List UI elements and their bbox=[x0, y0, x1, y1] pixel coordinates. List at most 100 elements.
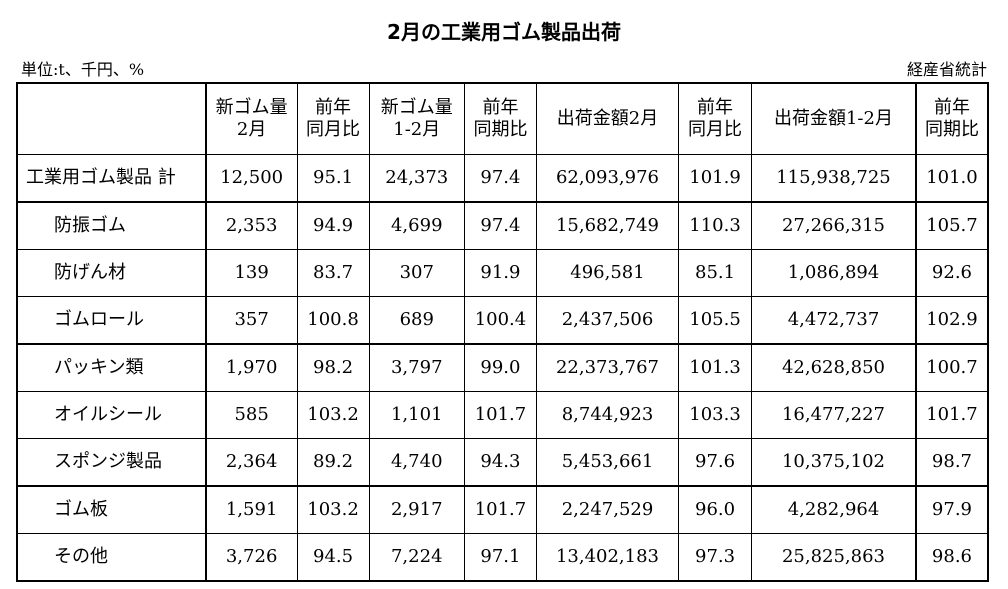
table-cell: 100.8 bbox=[296, 296, 370, 345]
table-cell: 97.3 bbox=[678, 533, 753, 582]
table-cell: 103.2 bbox=[296, 391, 370, 439]
header-cell: 新ゴム量 2月 bbox=[205, 82, 298, 155]
table-cell: 97.4 bbox=[463, 201, 537, 250]
table-cell: 98.2 bbox=[296, 343, 370, 392]
table-row: ゴム板 1,591 103.2 2,917 101.7 2,247,529 96.0 4,28… bbox=[16, 485, 989, 534]
row-label: 工業用ゴム製品 計 bbox=[16, 154, 207, 203]
header-cell: 前年 同期比 bbox=[463, 82, 537, 155]
table-cell: 1,101 bbox=[368, 391, 465, 439]
table-row: その他 3,726 94.5 7,224 97.1 13,402,183 97.3 25,82… bbox=[16, 533, 989, 582]
table-cell: 101.7 bbox=[463, 391, 537, 439]
unit-label: 単位:t、千円、% bbox=[21, 60, 145, 79]
row-label: 防げん材 bbox=[16, 249, 207, 297]
table-cell: 91.9 bbox=[463, 249, 537, 297]
table-cell: 10,375,102 bbox=[751, 438, 917, 487]
table-cell: 97.6 bbox=[678, 438, 753, 487]
row-label: スポンジ製品 bbox=[16, 438, 207, 487]
table-cell: 4,282,964 bbox=[751, 485, 917, 534]
table-cell: 94.3 bbox=[463, 438, 537, 487]
table-cell: 4,699 bbox=[368, 201, 465, 250]
table-cell: 42,628,850 bbox=[751, 343, 917, 392]
table-cell: 100.4 bbox=[463, 296, 537, 345]
table-cell: 83.7 bbox=[296, 249, 370, 297]
header-cell: 新ゴム量 1-2月 bbox=[368, 82, 465, 155]
table-cell: 3,797 bbox=[368, 343, 465, 392]
table-cell: 103.2 bbox=[296, 485, 370, 534]
page-title: 2月の工業用ゴム製品出荷 bbox=[387, 20, 621, 44]
table-body: 工業用ゴム製品 計 12,500 95.1 24,373 97.4 62,093,976 1… bbox=[16, 154, 989, 582]
row-label: 防振ゴム bbox=[16, 201, 207, 250]
table-cell: 101.7 bbox=[463, 485, 537, 534]
table-cell: 4,740 bbox=[368, 438, 465, 487]
table-cell: 22,373,767 bbox=[535, 343, 680, 392]
table-cell: 102.9 bbox=[915, 296, 989, 345]
table-cell: 2,364 bbox=[205, 438, 298, 487]
row-label: その他 bbox=[16, 533, 207, 582]
table-cell: 3,726 bbox=[205, 533, 298, 582]
table-cell: 99.0 bbox=[463, 343, 537, 392]
table-row: スポンジ製品 2,364 89.2 4,740 94.3 5,453,661 97.6 10,… bbox=[16, 438, 989, 487]
table-cell: 115,938,725 bbox=[751, 154, 917, 203]
table-cell: 357 bbox=[205, 296, 298, 345]
table-cell: 97.4 bbox=[463, 154, 537, 203]
table-cell: 25,825,863 bbox=[751, 533, 917, 582]
table-row: パッキン類 1,970 98.2 3,797 99.0 22,373,767 101.3 42… bbox=[16, 343, 989, 392]
table-cell: 98.7 bbox=[915, 438, 989, 487]
table-cell: 1,591 bbox=[205, 485, 298, 534]
table-cell: 8,744,923 bbox=[535, 391, 680, 439]
row-label: ゴム板 bbox=[16, 485, 207, 534]
row-label: パッキン類 bbox=[16, 343, 207, 392]
table-cell: 2,917 bbox=[368, 485, 465, 534]
table-cell: 24,373 bbox=[368, 154, 465, 203]
table-cell: 100.7 bbox=[915, 343, 989, 392]
table-cell: 4,472,737 bbox=[751, 296, 917, 345]
table-cell: 98.6 bbox=[915, 533, 989, 582]
table-cell: 97.9 bbox=[915, 485, 989, 534]
table-cell: 689 bbox=[368, 296, 465, 345]
table-cell: 496,581 bbox=[535, 249, 680, 297]
table-cell: 101.7 bbox=[915, 391, 989, 439]
table-cell: 2,247,529 bbox=[535, 485, 680, 534]
table-row: 工業用ゴム製品 計 12,500 95.1 24,373 97.4 62,093,976 1… bbox=[16, 154, 989, 203]
table-row: オイルシール 585 103.2 1,101 101.7 8,744,923 103.3 16… bbox=[16, 391, 989, 439]
table-cell: 307 bbox=[368, 249, 465, 297]
table-cell: 97.1 bbox=[463, 533, 537, 582]
table-cell: 13,402,183 bbox=[535, 533, 680, 582]
table-cell: 1,086,894 bbox=[751, 249, 917, 297]
table-cell: 139 bbox=[205, 249, 298, 297]
table-cell: 27,266,315 bbox=[751, 201, 917, 250]
table-cell: 110.3 bbox=[678, 201, 753, 250]
shipment-table: 新ゴム量 2月 前年 同月比 新ゴム量 1-2月 前年 同期比 出荷金額2月 前年 同月比… bbox=[16, 82, 989, 582]
table-cell: 105.7 bbox=[915, 201, 989, 250]
table-cell: 105.5 bbox=[678, 296, 753, 345]
table-cell: 94.9 bbox=[296, 201, 370, 250]
table-cell: 101.3 bbox=[678, 343, 753, 392]
table-cell: 5,453,661 bbox=[535, 438, 680, 487]
table-cell: 15,682,749 bbox=[535, 201, 680, 250]
table-row: 防げん材 139 83.7 307 91.9 496,581 85.1 1,086,894 92… bbox=[16, 249, 989, 297]
header-row: 新ゴム量 2月 前年 同月比 新ゴム量 1-2月 前年 同期比 出荷金額2月 前年 同月比… bbox=[16, 82, 989, 155]
table-cell: 101.9 bbox=[678, 154, 753, 203]
table-cell: 101.0 bbox=[915, 154, 989, 203]
table-cell: 103.3 bbox=[678, 391, 753, 439]
source-label: 経産省統計 bbox=[906, 60, 987, 79]
row-label: オイルシール bbox=[16, 391, 207, 439]
table-cell: 94.5 bbox=[296, 533, 370, 582]
table-cell: 7,224 bbox=[368, 533, 465, 582]
header-cell: 前年 同月比 bbox=[678, 82, 753, 155]
header-cell: 前年 同期比 bbox=[915, 82, 989, 155]
table-cell: 96.0 bbox=[678, 485, 753, 534]
table-cell: 585 bbox=[205, 391, 298, 439]
table-cell: 2,353 bbox=[205, 201, 298, 250]
header-cell: 出荷金額2月 bbox=[535, 82, 680, 155]
table-cell: 89.2 bbox=[296, 438, 370, 487]
header-cell: 出荷金額1-2月 bbox=[751, 82, 917, 155]
row-label: ゴムロール bbox=[16, 296, 207, 345]
table-row: 防振ゴム 2,353 94.9 4,699 97.4 15,682,749 110.3 27,… bbox=[16, 201, 989, 250]
table-cell: 12,500 bbox=[205, 154, 298, 203]
table-cell: 92.6 bbox=[915, 249, 989, 297]
table-row: ゴムロール 357 100.8 689 100.4 2,437,506 105.5 4,472… bbox=[16, 296, 989, 345]
table-cell: 85.1 bbox=[678, 249, 753, 297]
table-cell: 62,093,976 bbox=[535, 154, 680, 203]
header-cell bbox=[16, 82, 207, 155]
